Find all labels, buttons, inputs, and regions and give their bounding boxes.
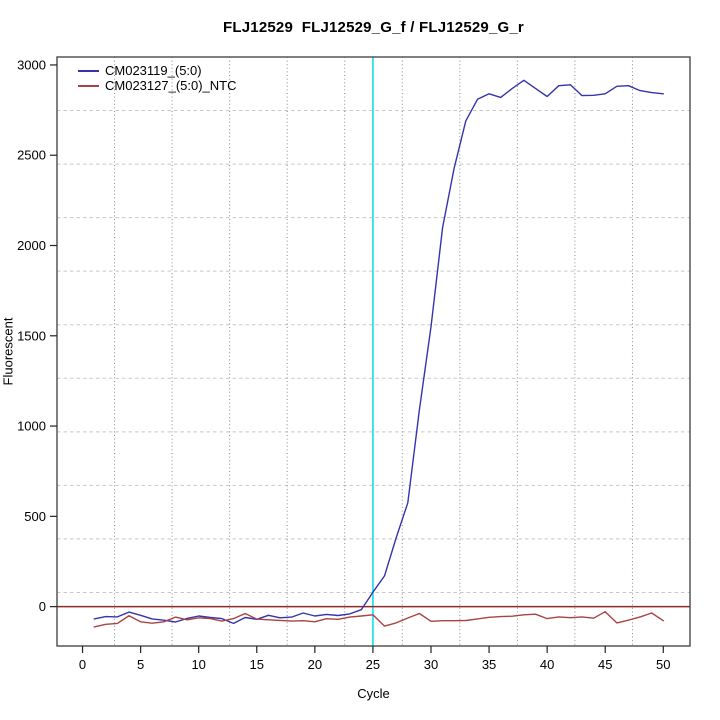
svg-text:15: 15 — [250, 657, 264, 672]
svg-text:1000: 1000 — [17, 419, 46, 434]
svg-text:10: 10 — [191, 657, 205, 672]
y-axis-ticks — [50, 64, 57, 608]
svg-text:50: 50 — [656, 657, 670, 672]
legend-item-sample: CM023119_(5:0) — [78, 63, 237, 78]
series-line-CM023127_(5:0)_NTC — [93, 611, 664, 628]
svg-text:5: 5 — [137, 657, 144, 672]
ntc-line-swatch — [78, 84, 99, 87]
svg-text:25: 25 — [366, 657, 380, 672]
svg-text:35: 35 — [482, 657, 496, 672]
sample-line-swatch — [78, 69, 99, 72]
grid-vertical-lines — [114, 57, 633, 646]
legend-label-ntc: CM023127_(5:0)_NTC — [105, 78, 237, 93]
series-line-CM023119_(5:0) — [93, 79, 664, 625]
svg-text:40: 40 — [540, 657, 554, 672]
svg-text:30: 30 — [424, 657, 438, 672]
svg-text:45: 45 — [598, 657, 612, 672]
svg-text:2500: 2500 — [17, 148, 46, 163]
legend-item-ntc: CM023127_(5:0)_NTC — [78, 78, 237, 93]
svg-text:1500: 1500 — [17, 328, 46, 343]
grid-horizontal-lines — [57, 110, 690, 593]
x-axis-ticks — [81, 646, 664, 653]
svg-text:500: 500 — [24, 509, 46, 524]
x-axis-label: Cycle — [357, 686, 390, 701]
legend-label-sample: CM023119_(5:0) — [105, 63, 202, 78]
svg-text:20: 20 — [308, 657, 322, 672]
svg-text:3000: 3000 — [17, 57, 46, 72]
y-axis-tick-labels: 0 500 1000 1500 2000 2500 3000 — [17, 57, 46, 614]
svg-text:0: 0 — [79, 657, 86, 672]
legend: CM023119_(5:0) CM023127_(5:0)_NTC — [78, 63, 237, 93]
x-axis-tick-labels: 0 5 10 15 20 25 30 35 40 45 50 — [79, 657, 671, 672]
svg-text:0: 0 — [39, 599, 46, 614]
svg-text:2000: 2000 — [17, 238, 46, 253]
page-title: FLJ12529 FLJ12529_G_f / FLJ12529_G_r — [223, 19, 524, 36]
